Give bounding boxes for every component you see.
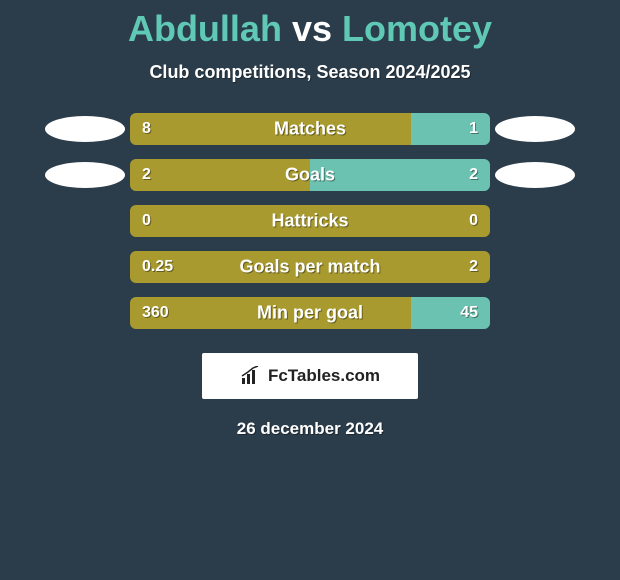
stat-value-right: 0	[469, 212, 478, 230]
title-player-1: Abdullah	[128, 8, 282, 49]
bar-chart-icon	[240, 366, 262, 386]
comparison-infographic: Abdullah vs Lomotey Club competitions, S…	[0, 0, 620, 439]
stat-bar: 8 1 Matches	[130, 113, 490, 145]
stat-bar: 0.25 2 Goals per match	[130, 251, 490, 283]
stat-bar: 0 0 Hattricks	[130, 205, 490, 237]
stat-bar: 360 45 Min per goal	[130, 297, 490, 329]
stat-value-left: 8	[142, 120, 151, 138]
player-left-marker	[40, 116, 130, 142]
stat-value-right: 2	[469, 166, 478, 184]
bar-segment-right	[411, 113, 490, 145]
ellipse-icon	[45, 162, 125, 188]
stat-value-right: 1	[469, 120, 478, 138]
player-right-marker	[490, 116, 580, 142]
stat-row: 0 0 Hattricks	[0, 205, 620, 237]
fctables-logo: FcTables.com	[202, 353, 418, 399]
stat-value-left: 0.25	[142, 258, 173, 276]
ellipse-icon	[45, 116, 125, 142]
bar-segment-right	[310, 159, 490, 191]
logo-text: FcTables.com	[268, 366, 380, 386]
ellipse-icon	[495, 116, 575, 142]
bar-segment-left	[130, 113, 411, 145]
stat-label: Goals per match	[239, 257, 380, 278]
stat-value-right: 45	[460, 304, 478, 322]
title-player-2: Lomotey	[342, 8, 492, 49]
stat-row: 8 1 Matches	[0, 113, 620, 145]
stat-label: Matches	[274, 119, 346, 140]
stat-row: 2 2 Goals	[0, 159, 620, 191]
date-label: 26 december 2024	[0, 419, 620, 439]
stat-bar: 2 2 Goals	[130, 159, 490, 191]
player-right-marker	[490, 162, 580, 188]
stat-value-left: 2	[142, 166, 151, 184]
stat-value-right: 2	[469, 258, 478, 276]
player-left-marker	[40, 162, 130, 188]
stat-value-left: 0	[142, 212, 151, 230]
bar-segment-left	[130, 159, 310, 191]
page-title: Abdullah vs Lomotey	[0, 8, 620, 50]
stat-label: Goals	[285, 165, 335, 186]
stat-row: 360 45 Min per goal	[0, 297, 620, 329]
title-vs: vs	[292, 8, 332, 49]
subtitle: Club competitions, Season 2024/2025	[0, 62, 620, 83]
stat-rows: 8 1 Matches 2 2 Goals 0 0 Hattricks 0.25 2 Goals pe…	[0, 113, 620, 329]
stat-value-left: 360	[142, 304, 169, 322]
ellipse-icon	[495, 162, 575, 188]
stat-row: 0.25 2 Goals per match	[0, 251, 620, 283]
stat-label: Hattricks	[271, 211, 348, 232]
stat-label: Min per goal	[257, 303, 363, 324]
